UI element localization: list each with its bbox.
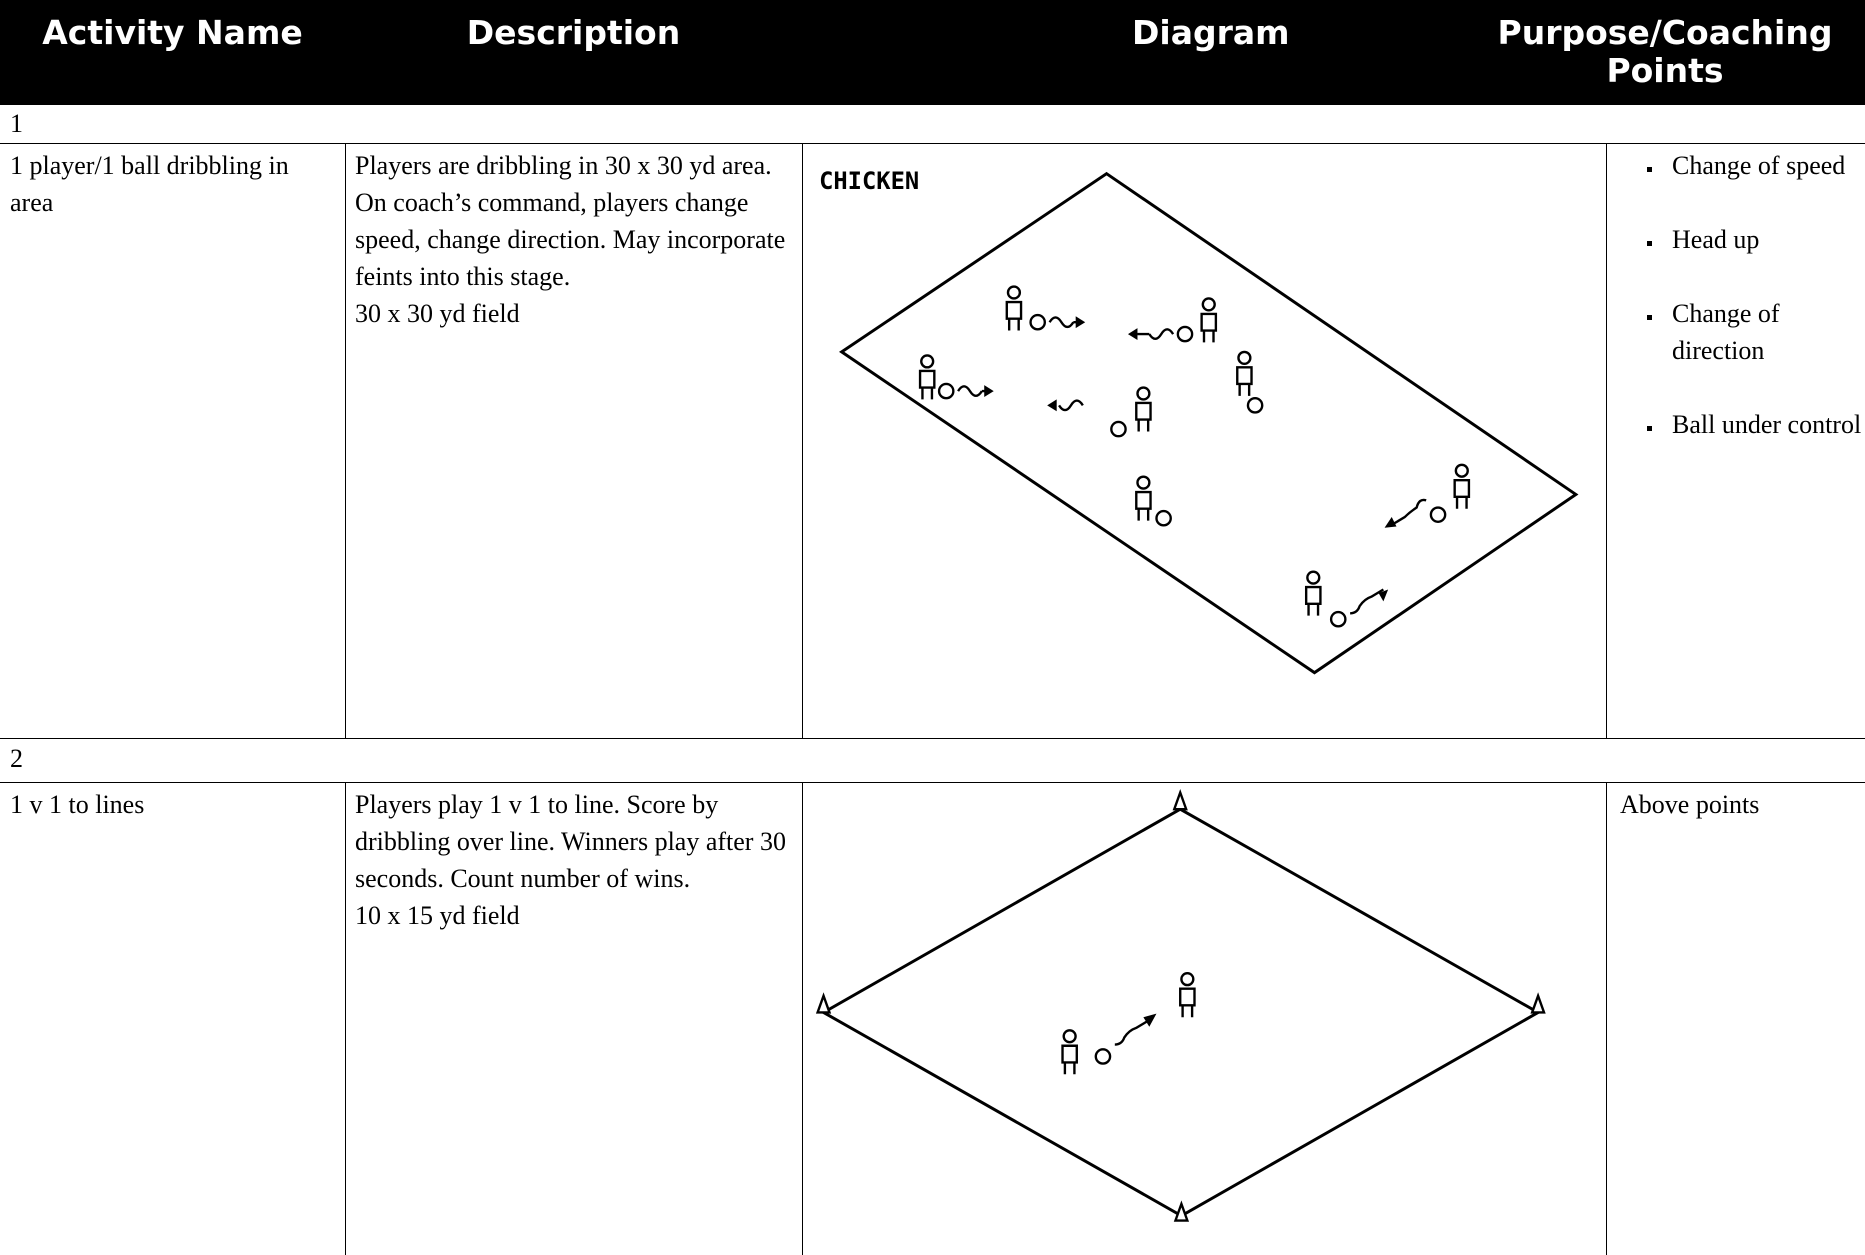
diagram xyxy=(815,788,1546,1222)
column-header: Description xyxy=(345,0,802,105)
description-paragraph: Players are dribbling in 30 x 30 yd area… xyxy=(355,151,786,291)
coaching-point: Change of direction xyxy=(1664,295,1865,369)
activity-name: 1 player/1 ball dribbling in area xyxy=(10,151,289,217)
rule xyxy=(0,782,1865,783)
ball xyxy=(1094,1048,1112,1065)
cones xyxy=(815,788,1546,1222)
balls xyxy=(937,313,1447,628)
players xyxy=(1061,972,1196,1075)
coaching-points: Above points xyxy=(1620,790,1760,819)
rule xyxy=(345,143,346,738)
players xyxy=(918,285,1471,616)
arrowheads xyxy=(984,316,1397,602)
coaching-points: Change of speed Head up Change of directio… xyxy=(1606,145,1865,482)
rule xyxy=(802,782,803,1255)
description: Players play 1 v 1 to line. Score by dri… xyxy=(345,784,802,936)
coaching-point: Head up xyxy=(1664,221,1865,258)
section-number: 1 xyxy=(10,109,23,138)
rule xyxy=(1606,782,1607,1255)
section-number: 2 xyxy=(10,744,23,773)
description-paragraph: Players play 1 v 1 to line. Score by dri… xyxy=(355,790,786,893)
coaching-point: Change of speed xyxy=(1664,147,1865,184)
rule xyxy=(345,782,346,1255)
rule xyxy=(0,738,1865,739)
column-header: Activity Name xyxy=(0,0,345,105)
activity-name: 1 v 1 to lines xyxy=(10,790,145,819)
column-header: Diagram xyxy=(802,0,1606,105)
diagram-label: CHICKEN xyxy=(819,167,919,195)
rule xyxy=(0,143,1865,144)
description-paragraph: 10 x 15 yd field xyxy=(355,901,520,930)
arrowhead xyxy=(1143,1013,1157,1027)
field xyxy=(839,171,1579,675)
coaching-point: Ball under control xyxy=(1664,406,1865,443)
diagram: CHICKEN xyxy=(819,167,1579,675)
field xyxy=(820,807,1542,1218)
rule xyxy=(1606,143,1607,738)
rule xyxy=(802,143,803,738)
dribble-paths xyxy=(957,316,1427,615)
description: Players are dribbling in 30 x 30 yd area… xyxy=(345,145,802,334)
column-header: Purpose/Coaching Points xyxy=(1475,0,1865,105)
dribble-path xyxy=(1114,1019,1149,1046)
point-list: Change of speed Head up Change of directio… xyxy=(1606,147,1865,443)
description-paragraph: 30 x 30 yd field xyxy=(355,299,520,328)
